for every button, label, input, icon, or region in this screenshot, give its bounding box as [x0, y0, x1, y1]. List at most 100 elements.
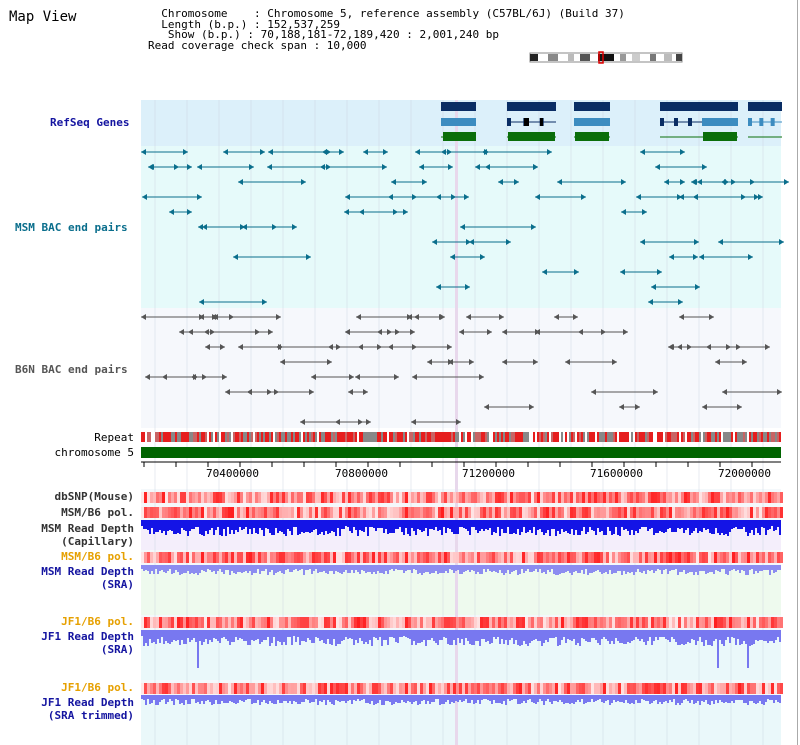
read-depth-bar: [611, 520, 613, 535]
read-depth-bar: [759, 630, 761, 640]
read-depth-bar: [291, 565, 293, 572]
read-depth-bar: [375, 520, 377, 531]
bac-end-marker: [276, 344, 281, 350]
track-label-msm-pol-2[interactable]: MSM/B6 pol.: [61, 550, 134, 563]
polymorphism-cell: [780, 617, 783, 628]
polymorphism-cell: [393, 492, 396, 503]
repeat-segment: [441, 432, 443, 442]
read-depth-bar: [337, 695, 339, 701]
polymorphism-cell: [723, 552, 726, 563]
read-depth-bar: [583, 565, 585, 574]
track-label-dbsnp[interactable]: dbSNP(Mouse): [54, 490, 134, 503]
bac-end-marker: [531, 224, 536, 230]
polymorphism-cell: [309, 617, 312, 628]
read-depth-bar: [325, 695, 327, 705]
region-info: Chromosome : Chromosome 5, reference ass…: [148, 8, 625, 51]
read-depth-bar: [753, 520, 755, 535]
read-depth-bar: [671, 565, 673, 570]
read-depth-bar: [593, 695, 595, 702]
polymorphism-cell: [702, 617, 705, 628]
read-depth-bar: [779, 565, 781, 570]
polymorphism-cell: [357, 617, 360, 628]
repeat-segment: [155, 432, 157, 442]
track-label-jf1-depth-trimmed[interactable]: JF1 Read Depth: [41, 696, 134, 709]
repeat-segment: [159, 432, 161, 442]
bac-end-marker: [205, 344, 210, 350]
read-depth-bar: [573, 630, 575, 639]
read-depth-bar: [771, 520, 773, 526]
repeat-segment: [477, 432, 479, 442]
refseq-exon: [688, 118, 692, 126]
polymorphism-cell: [699, 617, 702, 628]
refseq-exon: [507, 118, 511, 126]
read-depth-bar: [547, 695, 549, 699]
repeat-segment: [665, 432, 667, 442]
polymorphism-cell: [276, 492, 279, 503]
polymorphism-cell: [666, 492, 669, 503]
read-depth-bar: [641, 695, 643, 699]
read-depth-bar: [679, 520, 681, 529]
read-depth-bar: [733, 695, 735, 703]
polymorphism-cell: [693, 683, 696, 694]
read-depth-bar: [585, 630, 587, 641]
read-depth-bar: [363, 565, 365, 571]
read-depth-bar: [209, 565, 211, 570]
read-depth-bar: [319, 520, 321, 534]
track-label-jf1-pol-2[interactable]: JF1/B6 pol.: [61, 681, 134, 694]
read-depth-bar: [435, 565, 437, 571]
track-label-msm-depth-capillary[interactable]: MSM Read Depth: [41, 522, 134, 535]
read-depth-bar: [169, 695, 171, 699]
polymorphism-cell: [387, 492, 390, 503]
track-label-refseq[interactable]: RefSeq Genes: [50, 116, 130, 129]
read-depth-bar: [341, 695, 343, 701]
read-depth-bar: [525, 565, 527, 571]
read-depth-bar: [181, 520, 183, 528]
bac-end-marker: [693, 254, 698, 260]
polymorphism-cell: [699, 492, 702, 503]
read-depth-bar: [735, 630, 737, 645]
track-label-jf1-pol-1[interactable]: JF1/B6 pol.: [61, 615, 134, 628]
track-label-msm-depth-sra[interactable]: MSM Read Depth: [41, 565, 134, 578]
polymorphism-cell: [357, 507, 360, 518]
polymorphism-cell: [504, 507, 507, 518]
polymorphism-cell: [306, 552, 309, 563]
polymorphism-cell: [501, 617, 504, 628]
read-depth-bar: [487, 520, 489, 530]
polymorphism-cell: [663, 507, 666, 518]
polymorphism-cell: [141, 507, 144, 518]
track-label-b6n-bac[interactable]: B6N BAC end pairs: [15, 363, 128, 376]
read-depth-bar: [293, 630, 295, 636]
read-depth-bar: [663, 630, 665, 637]
track-label-msm-bac[interactable]: MSM BAC end pairs: [15, 221, 128, 234]
polymorphism-cell: [765, 492, 768, 503]
repeat-segment: [189, 432, 191, 442]
read-depth-bar: [609, 630, 611, 644]
read-depth-bar: [291, 630, 293, 645]
polymorphism-cell: [306, 507, 309, 518]
repeat-segment: [313, 432, 315, 442]
bac-end-marker: [456, 419, 461, 425]
polymorphism-cell: [549, 507, 552, 518]
read-depth-bar: [737, 520, 739, 529]
read-depth-bar: [767, 565, 769, 570]
read-depth-bar: [257, 520, 259, 534]
read-depth-bar: [649, 520, 651, 529]
polymorphism-cell: [357, 492, 360, 503]
polymorphism-cell: [537, 507, 540, 518]
repeat-segment: [297, 432, 299, 442]
track-label-jf1-depth-sra[interactable]: JF1 Read Depth: [41, 630, 134, 643]
bac-end-marker: [383, 149, 388, 155]
polymorphism-cell: [651, 552, 654, 563]
track-label-msm-pol-1[interactable]: MSM/B6 pol.: [61, 506, 134, 519]
polymorphism-cell: [165, 507, 168, 518]
polymorphism-cell: [144, 617, 147, 628]
read-depth-bar: [585, 695, 587, 703]
read-depth-bar: [255, 630, 257, 640]
polymorphism-cell: [624, 617, 627, 628]
polymorphism-cell: [585, 507, 588, 518]
read-depth-bar: [711, 695, 713, 701]
bac-end-marker: [612, 359, 617, 365]
read-depth-bar: [541, 630, 543, 646]
read-depth-bar: [387, 565, 389, 574]
